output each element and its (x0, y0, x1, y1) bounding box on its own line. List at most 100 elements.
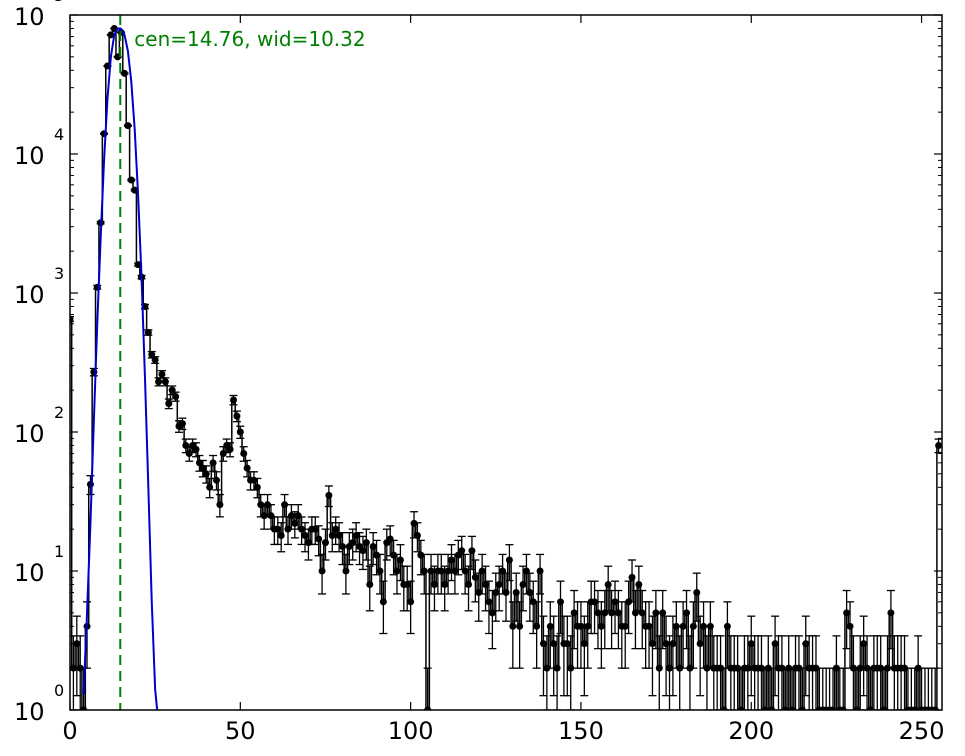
data-point (553, 664, 561, 672)
data-point (202, 470, 210, 478)
data-point (512, 589, 520, 597)
data-point (321, 539, 329, 547)
data-point (526, 589, 534, 597)
data-point (311, 525, 319, 533)
data-point (648, 640, 656, 648)
data-point (856, 664, 864, 672)
data-point (475, 589, 483, 597)
data-point (70, 315, 74, 323)
data-point (488, 609, 496, 617)
y-tick-label-base: 10 (14, 559, 45, 587)
x-tick-label: 200 (728, 717, 774, 745)
data-point (679, 622, 687, 630)
fit-curve (82, 27, 159, 710)
y-tick-label-base: 10 (14, 3, 45, 31)
data-point (362, 539, 370, 547)
data-point (604, 580, 612, 588)
data-point (689, 622, 697, 630)
data-point (567, 664, 575, 672)
data-point (158, 370, 166, 378)
data-point (437, 567, 445, 575)
fit-annotation: cen=14.76, wid=10.32 (134, 27, 365, 51)
data-point (281, 501, 289, 509)
data-point (662, 640, 670, 648)
data-point (134, 261, 142, 269)
plot-area (70, 15, 942, 710)
data-point (451, 567, 459, 575)
data-point (931, 706, 939, 710)
data-point (584, 622, 592, 630)
x-tick-label: 0 (62, 717, 77, 745)
data-point (768, 706, 776, 710)
y-tick-label-base: 10 (14, 698, 45, 726)
data-point (359, 547, 367, 555)
data-point (468, 547, 476, 555)
data-point (240, 450, 248, 458)
data-point (608, 609, 616, 617)
data-point (178, 420, 186, 428)
data-point (209, 459, 217, 467)
data-point (424, 706, 432, 710)
data-point (509, 622, 517, 630)
data-point (706, 622, 714, 630)
data-point (107, 31, 115, 39)
data-point (781, 706, 789, 710)
y-tick-label-exponent: 5 (54, 0, 64, 5)
data-point (621, 622, 629, 630)
data-point (250, 476, 258, 484)
data-point (369, 543, 377, 551)
data-point (349, 539, 357, 547)
data-point (161, 378, 169, 386)
plot-clipped (70, 15, 942, 710)
data-point (577, 622, 585, 630)
data-point (843, 609, 851, 617)
data-point (151, 356, 159, 364)
data-point (802, 640, 810, 648)
data-point (80, 706, 88, 710)
data-point (301, 532, 309, 540)
data-point (720, 706, 728, 710)
data-point (853, 706, 861, 710)
data-point (635, 580, 643, 588)
data-point (860, 640, 868, 648)
data-point (390, 551, 398, 559)
data-point (86, 480, 94, 488)
data-point (339, 543, 346, 551)
data-point (274, 525, 282, 533)
data-point (723, 622, 731, 630)
data-point (465, 580, 473, 588)
data-point (243, 464, 251, 472)
data-point (829, 706, 837, 710)
x-tick-label: 150 (558, 717, 604, 745)
y-tick-label-exponent: 3 (54, 264, 64, 283)
data-point (236, 428, 244, 436)
data-point (866, 706, 874, 710)
data-point (611, 598, 619, 606)
data-point (124, 122, 132, 130)
data-point (373, 551, 381, 559)
data-point (594, 609, 602, 617)
data-point (444, 567, 452, 575)
data-point (546, 622, 554, 630)
axis-ticks: 050100150200250100101102103104105 (14, 0, 944, 745)
data-point (591, 598, 599, 606)
data-point (335, 532, 343, 540)
data-point (884, 664, 891, 672)
data-point (737, 706, 745, 710)
data-point (206, 483, 214, 491)
data-point (192, 445, 200, 453)
data-point (253, 483, 261, 491)
data-point (550, 640, 558, 648)
data-point (645, 622, 653, 630)
data-point (471, 573, 479, 581)
data-point (410, 519, 418, 527)
data-point (386, 535, 394, 543)
data-point (165, 400, 173, 408)
data-point (448, 556, 455, 564)
data-point (212, 476, 220, 484)
data-point (298, 525, 306, 533)
data-point (182, 441, 190, 449)
data-point (744, 664, 752, 672)
data-point (683, 609, 691, 617)
